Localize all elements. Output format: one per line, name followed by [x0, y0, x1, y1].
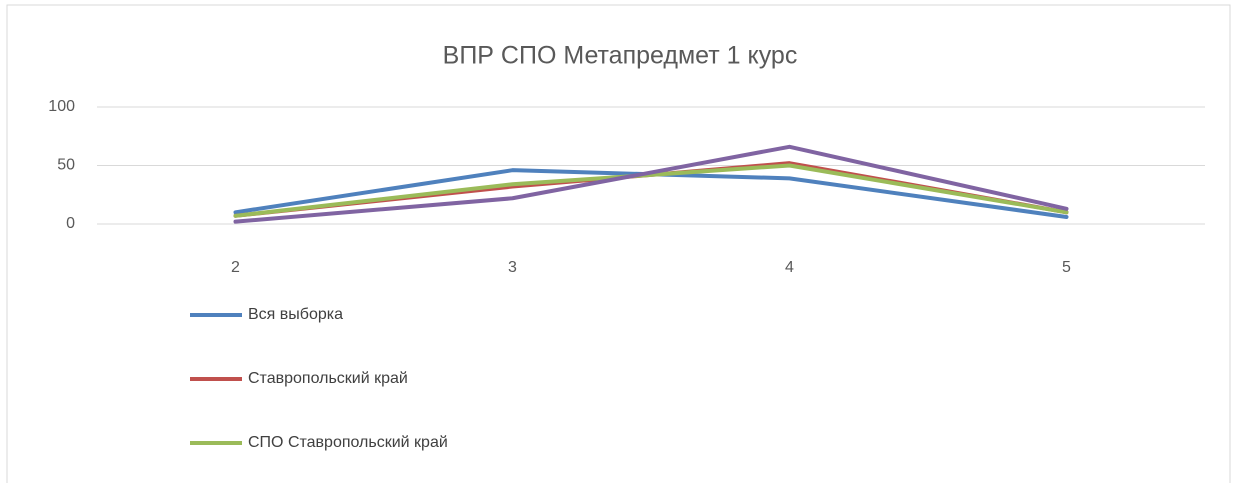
x-tick-label: 5: [1062, 259, 1071, 276]
legend-label: Ставропольский край: [248, 370, 408, 387]
y-tick-label: 0: [66, 215, 75, 232]
x-tick-label: 2: [231, 259, 240, 276]
y-tick-label: 50: [57, 157, 75, 174]
x-tick-label: 4: [785, 259, 794, 276]
series-line: [233, 163, 1069, 218]
x-tick-label: 3: [508, 259, 517, 276]
legend-label: Вся выборка: [248, 306, 343, 323]
series-line: [233, 144, 1069, 224]
legend-label: СПО Ставропольский край: [248, 434, 448, 451]
y-tick-label: 100: [48, 98, 75, 115]
chart-title: ВПР СПО Метапредмет 1 курс: [443, 42, 798, 70]
chart-frame: [6, 4, 1231, 483]
